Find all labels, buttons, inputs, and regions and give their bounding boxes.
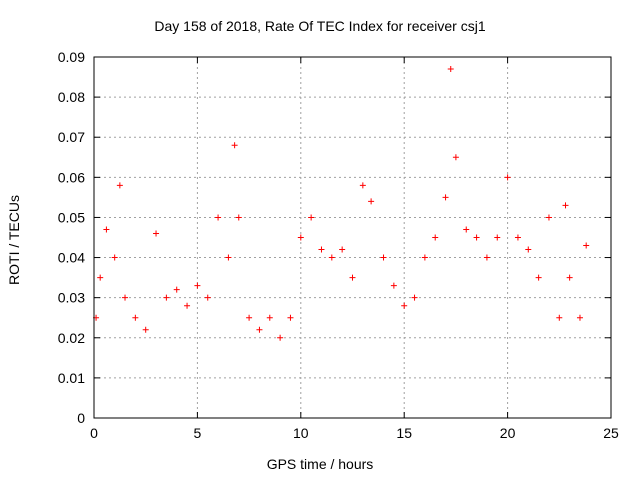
data-point (163, 294, 170, 301)
data-point (359, 182, 366, 189)
data-point (368, 198, 375, 205)
axis-ticks: 0 5 10 15 20 25 0 0.01 0.02 0.03 0.04 0.05 0.06 0.07 0… (58, 49, 619, 441)
data-point (390, 282, 397, 289)
y-tick-label: 0.04 (58, 250, 85, 266)
data-point (583, 242, 590, 249)
data-point (514, 234, 521, 241)
data-point (463, 226, 470, 233)
x-tick-label: 25 (603, 425, 619, 441)
data-point (318, 246, 325, 253)
data-point (442, 194, 449, 201)
data-point (256, 326, 263, 333)
x-tick-label: 15 (396, 425, 412, 441)
data-point (215, 214, 222, 221)
y-tick-label: 0.01 (58, 370, 85, 386)
data-point (297, 234, 304, 241)
data-point (116, 182, 123, 189)
data-point (349, 274, 356, 281)
x-tick-label: 0 (90, 425, 98, 441)
data-point (142, 326, 149, 333)
y-tick-label: 0.07 (58, 129, 85, 145)
data-point (566, 274, 573, 281)
data-point (494, 234, 501, 241)
data-point (556, 314, 563, 321)
data-point (483, 254, 490, 261)
data-point (153, 230, 160, 237)
data-points (93, 66, 590, 341)
data-point (576, 314, 583, 321)
data-point (184, 302, 191, 309)
data-point (339, 246, 346, 253)
y-tick-label: 0.03 (58, 290, 85, 306)
data-point (235, 214, 242, 221)
x-tick-label: 20 (500, 425, 516, 441)
data-point (277, 334, 284, 341)
data-point (173, 286, 180, 293)
y-tick-label: 0 (77, 410, 85, 426)
x-axis-label: GPS time / hours (266, 456, 374, 472)
y-tick-label: 0.09 (58, 49, 85, 65)
data-point (266, 314, 273, 321)
grid-lines (94, 57, 611, 418)
x-tick-label: 10 (293, 425, 309, 441)
data-point (246, 314, 253, 321)
data-point (421, 254, 428, 261)
x-tick-label: 5 (194, 425, 202, 441)
data-point (432, 234, 439, 241)
data-point (225, 254, 232, 261)
y-tick-label: 0.02 (58, 330, 85, 346)
data-point (452, 154, 459, 161)
data-point (194, 282, 201, 289)
data-point (122, 294, 129, 301)
data-point (535, 274, 542, 281)
y-axis-label: ROTI / TECUs (6, 195, 22, 285)
data-point (103, 226, 110, 233)
data-point (132, 314, 139, 321)
data-point (411, 294, 418, 301)
data-point (525, 246, 532, 253)
data-point (447, 66, 454, 73)
data-point (401, 302, 408, 309)
data-point (380, 254, 387, 261)
data-point (287, 314, 294, 321)
y-tick-label: 0.06 (58, 169, 85, 185)
y-tick-label: 0.08 (58, 89, 85, 105)
data-point (545, 214, 552, 221)
data-point (111, 254, 118, 261)
y-tick-label: 0.05 (58, 209, 85, 225)
data-point (308, 214, 315, 221)
data-point (328, 254, 335, 261)
data-point (204, 294, 211, 301)
data-point (562, 202, 569, 209)
chart-title: Day 158 of 2018, Rate Of TEC Index for r… (154, 18, 486, 34)
data-point (504, 174, 511, 181)
data-point (231, 142, 238, 149)
data-point (473, 234, 480, 241)
plot-frame (93, 56, 612, 419)
data-point (97, 274, 104, 281)
